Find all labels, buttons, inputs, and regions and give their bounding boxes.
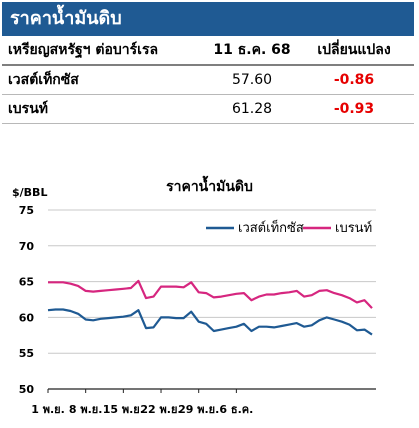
y-axis-label: $/BBL [12, 186, 47, 199]
x-tick-label: 15 พ.ย. [103, 403, 144, 416]
row-name: เบรนท์ [8, 101, 48, 117]
row-change: -0.93 [333, 101, 375, 117]
column-header-unit: เหรียญสหรัฐฯ ต่อบาร์เรล [8, 42, 159, 58]
y-tick-label: 75 [19, 204, 34, 217]
row-change: -0.86 [333, 72, 375, 88]
price-table: เหรียญสหรัฐฯ ต่อบาร์เรล 11 ธ.ค. 68 เปลี่… [2, 36, 414, 124]
x-tick-label: 22 พ.ย. [140, 403, 181, 416]
column-header-date: 11 ธ.ค. 68 [213, 42, 291, 58]
table-row-brent: เบรนท์ 61.28 -0.93 [2, 95, 414, 124]
x-tick-label: 1 พ.ย. [31, 403, 65, 416]
y-tick-label: 65 [19, 276, 34, 289]
legend-label: เบรนท์ [335, 220, 372, 236]
y-tick-label: 50 [19, 383, 35, 396]
x-tick-label: 29 พ.ย. [178, 403, 219, 416]
y-tick-label: 70 [19, 240, 35, 253]
header-title: ราคาน้ำมันดิบ [2, 2, 414, 36]
row-name: เวสต์เท็กซัส [8, 72, 79, 88]
y-tick-label: 60 [19, 311, 35, 324]
chart-title: ราคาน้ำมันดิบ [166, 179, 253, 195]
table-row-wti: เวสต์เท็กซัส 57.60 -0.86 [2, 66, 414, 95]
series-line-0 [47, 308, 373, 336]
x-tick-label: 8 พ.ย. [69, 403, 103, 416]
series-line-1 [48, 279, 373, 309]
row-price: 57.60 [231, 72, 273, 88]
x-tick-label: 6 ธ.ค. [219, 403, 253, 416]
table-header-row: เหรียญสหรัฐฯ ต่อบาร์เรล 11 ธ.ค. 68 เปลี่… [2, 36, 414, 66]
y-tick-label: 55 [19, 347, 34, 360]
column-header-change: เปลี่ยนแปลง [317, 42, 391, 58]
row-price: 61.28 [231, 101, 273, 117]
legend-label: เวสต์เท็กซัส [238, 218, 304, 236]
